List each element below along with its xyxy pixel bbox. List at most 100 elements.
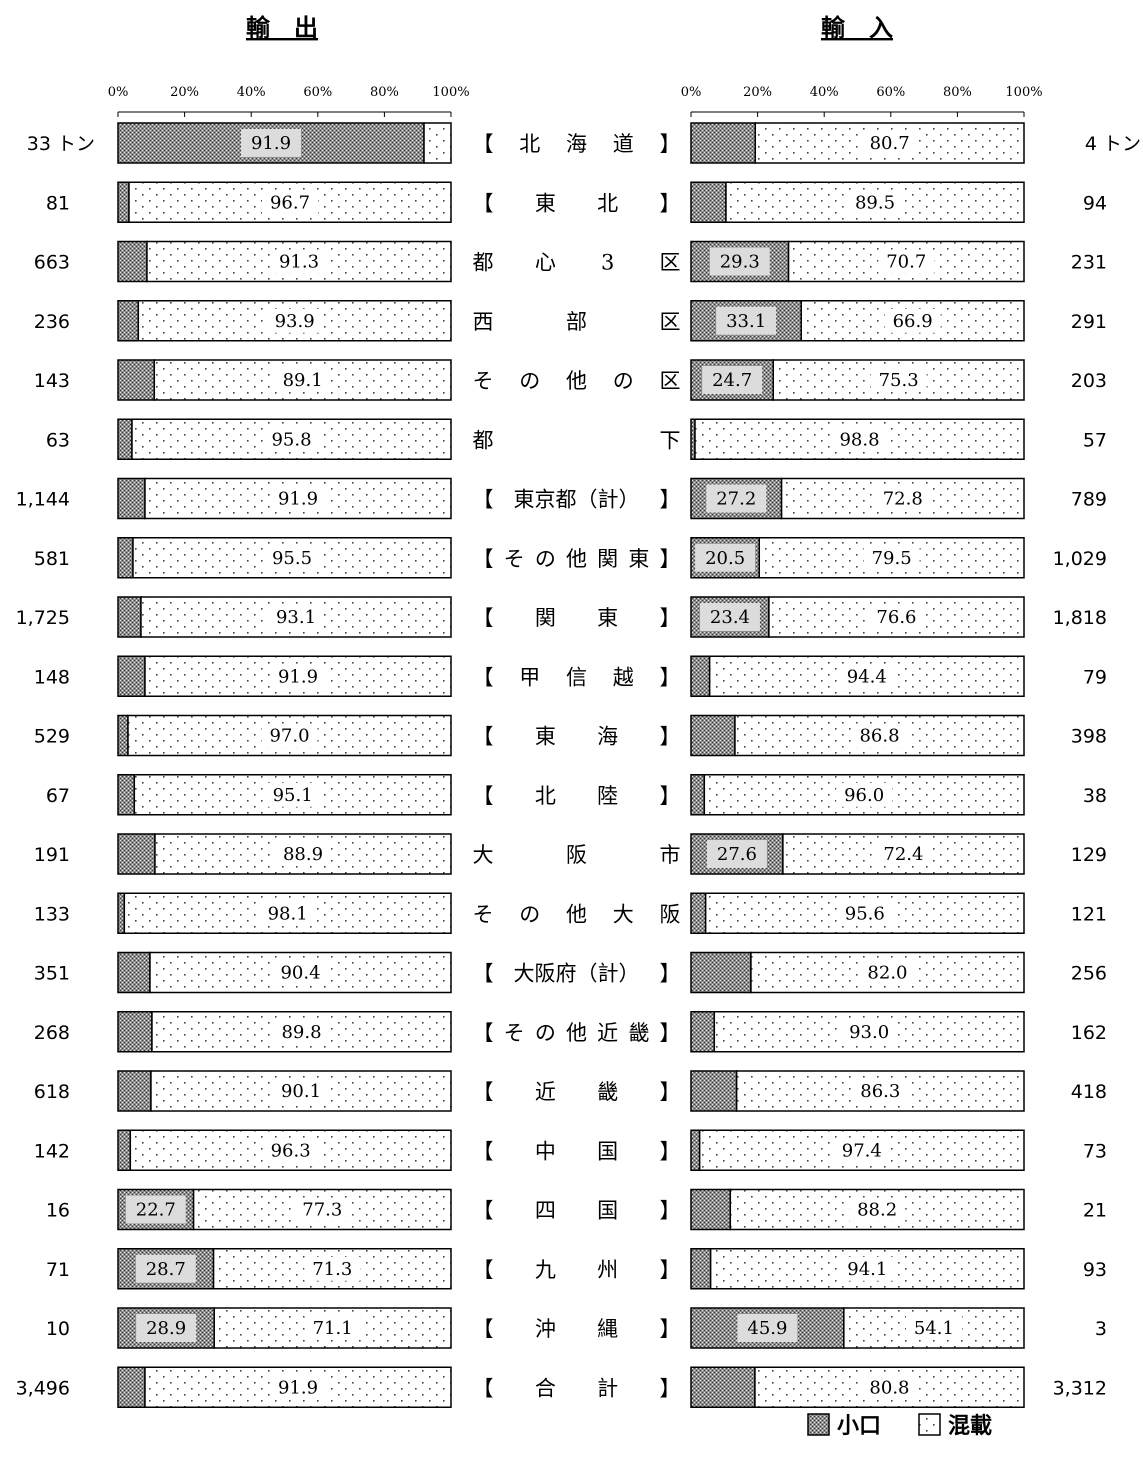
export-tonnage: 191: [34, 844, 70, 866]
export-small-lot-bar: [117, 1011, 153, 1053]
category-row: 93.1 23.4 76.6 1,725 1,818 【 】 関 東: [16, 596, 1107, 638]
import-tick-label: 0%: [681, 85, 702, 100]
svg-text:東: 東: [597, 606, 618, 630]
svg-text:下: 下: [660, 428, 681, 452]
export-mixed-value: 91.9: [278, 666, 318, 687]
import-tonnage: 129: [1071, 844, 1107, 866]
import-small-lot-bar: [690, 1129, 701, 1171]
import-mixed-label-box: [905, 1316, 962, 1340]
import-mixed-value: 79.5: [872, 548, 912, 569]
import-panel-title: 輸 入: [821, 13, 893, 42]
legend-small-lot-label: 小口: [837, 1414, 881, 1439]
export-tick-label: 20%: [170, 85, 199, 100]
category-row: 22.7 77.3 88.2 16 21 【 】 四 国: [46, 1188, 1107, 1231]
export-mixed-label-box: [259, 901, 316, 926]
svg-text:心: 心: [535, 251, 556, 275]
import-tonnage: 121: [1071, 903, 1107, 925]
svg-text:他: 他: [566, 902, 587, 926]
import-tonnage: 203: [1071, 370, 1107, 392]
import-tonnage: 1,029: [1053, 548, 1107, 570]
import-tonnage: 79: [1083, 666, 1107, 688]
svg-text:合: 合: [535, 1376, 556, 1400]
import-mixed-label-box: [851, 723, 908, 748]
export-small-lot-label-box: [241, 129, 302, 157]
bar-rows: 91.9 80.733 トン 4 トン【 】北海道 96.7 89.581 94【 】東 北 91…: [16, 122, 1141, 1408]
export-small-lot-bar: [117, 181, 130, 223]
svg-text:州: 州: [597, 1258, 618, 1282]
import-tonnage: 162: [1071, 1022, 1107, 1044]
category-row: 91.9 80.7 33 トン 4 トン 【 】 北 海 道: [27, 122, 1141, 164]
export-tonnage: 268: [34, 1022, 70, 1044]
import-small-lot-bar: [690, 122, 757, 164]
export-tonnage: 581: [34, 548, 70, 570]
import-tonnage: 4 トン: [1085, 133, 1141, 155]
export-mixed-label-box: [269, 486, 326, 511]
svg-text:中: 中: [535, 1139, 556, 1163]
svg-text:他: 他: [566, 369, 587, 393]
category-row: 89.8 93.0 268 162 【 】 その他近畿: [34, 1011, 1107, 1053]
category-row: 96.7 89.5 81 94 【 】 東 北: [46, 181, 1107, 223]
import-small-lot-bar: [690, 1188, 732, 1231]
import-mixed-label-box: [870, 368, 927, 392]
svg-text:東: 東: [535, 725, 556, 749]
import-tonnage: 57: [1083, 429, 1107, 451]
export-small-lot-value: 91.9: [251, 133, 291, 154]
import-tick-label: 80%: [943, 85, 972, 100]
category-label: 【 】 九 州: [473, 1258, 681, 1282]
svg-text:東: 東: [535, 191, 556, 215]
import-mixed-label-box: [841, 1019, 898, 1044]
export-mixed-label-box: [263, 427, 320, 452]
svg-text:都: 都: [473, 428, 494, 452]
category-label: 西区部: [473, 310, 681, 334]
export-mixed-bar: [423, 122, 452, 164]
svg-text:【: 【: [473, 665, 494, 689]
export-tonnage: 3,496: [16, 1377, 70, 1399]
export-mixed-label-box: [294, 1197, 351, 1222]
import-mixed-label-box: [875, 842, 932, 866]
axes: 0% 20% 40% 60% 80% 100% 0% 20% 40% 60% 80% 100%: [108, 85, 1043, 117]
category-row: 89.1 24.7 75.3 143 203 そ 区 の 他 の: [34, 359, 1107, 401]
import-mixed-label-box: [884, 308, 941, 333]
export-mixed-value: 95.8: [271, 429, 311, 450]
svg-text:】: 】: [660, 488, 681, 512]
category-row: 93.9 33.1 66.9 236 291 西 区 部: [34, 300, 1107, 342]
import-small-lot-bar: [690, 1011, 716, 1053]
export-mixed-value: 93.9: [275, 311, 315, 332]
category-row: 91.9 80.8 3,496 3,312 【 】 合 計: [16, 1366, 1107, 1408]
svg-text:阪: 阪: [566, 843, 587, 867]
import-tonnage: 256: [1071, 963, 1107, 985]
category-label: 大市阪: [473, 843, 681, 867]
import-small-lot-label-box: [695, 543, 756, 572]
svg-text:近: 近: [597, 1021, 618, 1045]
import-small-lot-bar: [690, 655, 711, 697]
export-small-lot-bar: [117, 300, 140, 342]
category-label: 【 】 沖 縄: [473, 1317, 681, 1341]
import-mixed-label-box: [868, 605, 925, 629]
import-small-lot-value: 23.4: [710, 607, 750, 628]
svg-text:】: 】: [660, 132, 681, 156]
import-small-lot-value: 45.9: [747, 1318, 787, 1339]
import-tonnage: 231: [1071, 252, 1107, 274]
svg-text:の: の: [535, 1021, 556, 1045]
category-label: 【 】 関 東: [473, 606, 681, 630]
import-tonnage: 398: [1071, 726, 1107, 748]
category-label: 【 】 近 畿: [473, 1080, 681, 1104]
svg-text:【: 【: [473, 1199, 494, 1223]
export-tonnage: 143: [34, 370, 70, 392]
svg-text:の: の: [519, 902, 540, 926]
svg-text:計: 計: [597, 1376, 618, 1400]
import-mixed-label-box: [863, 545, 920, 570]
svg-text:東: 東: [628, 547, 649, 571]
export-small-lot-value: 28.9: [146, 1318, 186, 1339]
category-row: 97.0 86.8 529 398 【 】 東 海: [34, 714, 1107, 757]
import-mixed-value: 80.8: [869, 1377, 909, 1398]
svg-text:他: 他: [566, 1021, 587, 1045]
category-label: 【 】 中 国: [473, 1139, 681, 1163]
import-mixed-bar: [780, 477, 1025, 520]
svg-text:】: 】: [660, 1139, 681, 1163]
import-mixed-label-box: [878, 249, 935, 274]
import-small-lot-label-box: [706, 484, 767, 513]
import-mixed-label-box: [836, 782, 893, 807]
import-small-lot-bar: [690, 774, 706, 816]
category-row: 90.1 86.3 618 418 【 】 近 畿: [34, 1070, 1107, 1112]
